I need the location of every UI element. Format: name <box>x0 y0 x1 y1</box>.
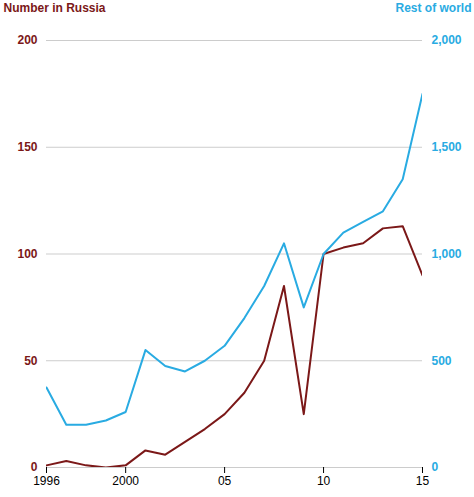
svg-text:0: 0 <box>432 460 439 474</box>
svg-text:15: 15 <box>416 474 430 488</box>
svg-text:50: 50 <box>24 354 38 368</box>
svg-text:05: 05 <box>218 474 232 488</box>
svg-text:1996: 1996 <box>33 474 60 488</box>
svg-text:100: 100 <box>17 247 37 261</box>
svg-text:2000: 2000 <box>112 474 139 488</box>
svg-text:10: 10 <box>317 474 331 488</box>
svg-text:Rest of world: Rest of world <box>395 1 471 15</box>
svg-text:1,000: 1,000 <box>432 247 462 261</box>
svg-text:Number in Russia: Number in Russia <box>4 1 106 15</box>
svg-text:0: 0 <box>31 460 38 474</box>
svg-text:500: 500 <box>432 354 452 368</box>
svg-text:150: 150 <box>17 140 37 154</box>
svg-text:1,500: 1,500 <box>432 140 462 154</box>
svg-text:200: 200 <box>17 33 37 47</box>
svg-text:2,000: 2,000 <box>432 33 462 47</box>
